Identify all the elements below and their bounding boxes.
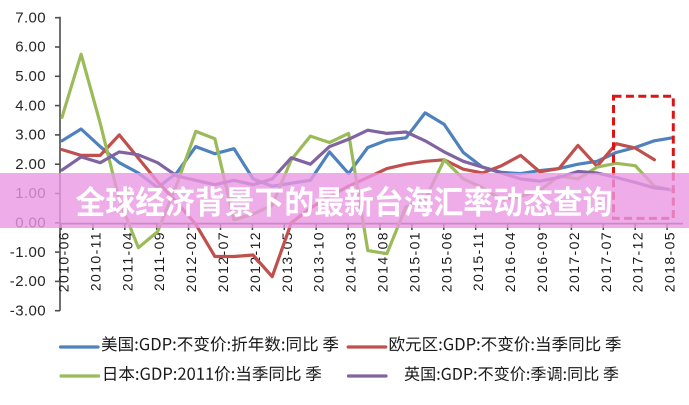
svg-text:2015-06: 2015-06 — [438, 231, 454, 292]
svg-text:2017-12: 2017-12 — [630, 231, 646, 292]
svg-text:2017-02: 2017-02 — [566, 231, 582, 292]
svg-text:2015-11: 2015-11 — [470, 231, 486, 291]
svg-text:2016-09: 2016-09 — [534, 231, 550, 292]
svg-text:3.00: 3.00 — [15, 127, 46, 144]
svg-text:-1.00: -1.00 — [10, 244, 46, 261]
svg-text:-2.00: -2.00 — [10, 273, 46, 290]
svg-text:6.00: 6.00 — [15, 39, 46, 56]
svg-text:2010-06: 2010-06 — [56, 231, 72, 292]
svg-text:2018-05: 2018-05 — [662, 231, 678, 292]
svg-text:2013-10: 2013-10 — [311, 231, 327, 292]
svg-text:2014-08: 2014-08 — [375, 231, 391, 292]
svg-text:2017-07: 2017-07 — [598, 231, 614, 292]
svg-text:2016-04: 2016-04 — [502, 231, 518, 292]
svg-text:2012-02: 2012-02 — [183, 231, 199, 292]
svg-text:2015-01: 2015-01 — [406, 231, 422, 292]
svg-text:4.00: 4.00 — [15, 97, 46, 114]
svg-text:5.00: 5.00 — [15, 68, 46, 85]
svg-text:-3.00: -3.00 — [10, 302, 46, 319]
svg-text:2014-03: 2014-03 — [343, 231, 359, 292]
svg-text:2012-07: 2012-07 — [215, 231, 231, 292]
svg-text:2.00: 2.00 — [15, 156, 46, 173]
svg-text:2011-04: 2011-04 — [119, 231, 135, 291]
svg-text:2010-11: 2010-11 — [87, 231, 103, 291]
svg-text:2011-09: 2011-09 — [151, 231, 167, 291]
svg-text:2012-12: 2012-12 — [247, 231, 263, 292]
svg-text:7.00: 7.00 — [15, 9, 46, 26]
